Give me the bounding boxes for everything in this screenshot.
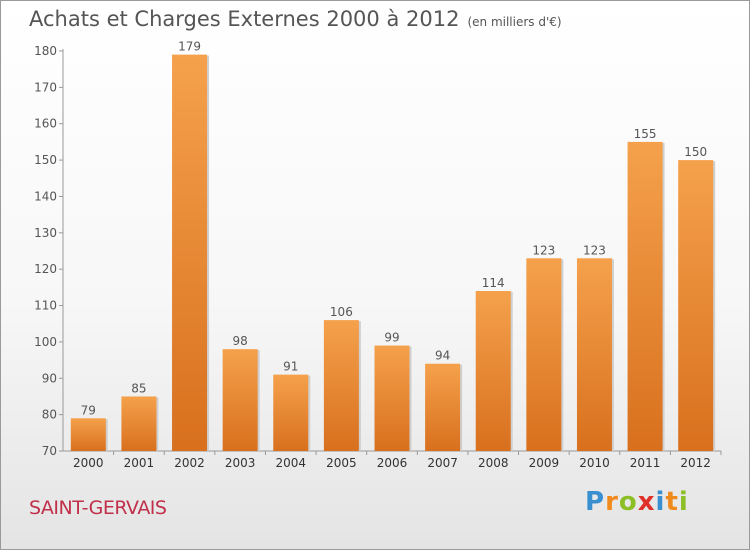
bar xyxy=(222,349,258,451)
y-tick-label: 100 xyxy=(34,335,57,349)
y-tick-label: 120 xyxy=(34,262,57,276)
logo-letter: r xyxy=(605,487,619,517)
logo-letter: x xyxy=(637,487,656,517)
bar xyxy=(425,363,461,451)
data-label: 150 xyxy=(684,145,707,159)
x-tick-label: 2010 xyxy=(579,456,610,470)
chart-subtitle: (en milliers d'€) xyxy=(467,15,562,29)
x-tick-label: 2004 xyxy=(275,456,306,470)
bar xyxy=(273,374,309,451)
data-label: 99 xyxy=(384,331,399,345)
bar xyxy=(678,160,714,451)
x-tick-label: 2009 xyxy=(529,456,560,470)
data-label: 98 xyxy=(233,334,248,348)
x-tick-label: 2003 xyxy=(225,456,256,470)
bar xyxy=(70,418,106,451)
data-label: 91 xyxy=(283,360,298,374)
bars: 79 85 179 98 91 106 99 94 114 123 123 155 150 xyxy=(70,40,716,452)
logo-letter: i xyxy=(655,487,666,517)
x-tick-label: 2012 xyxy=(680,456,711,470)
data-label: 179 xyxy=(178,40,201,54)
data-label: 155 xyxy=(634,127,657,141)
data-label: 94 xyxy=(435,349,450,363)
logo-letter: t xyxy=(665,487,679,517)
x-tick-label: 2008 xyxy=(478,456,509,470)
chart-title-text: Achats et Charges Externes 2000 à 2012 xyxy=(29,7,460,31)
logo-letter: i xyxy=(678,487,689,517)
commune-name: SAINT-GERVAIS xyxy=(29,497,167,519)
x-tick-label: 2000 xyxy=(73,456,104,470)
bar xyxy=(121,396,157,451)
axes: 70 80 90 100 110 120 130 140 150 160 170 180 2000 200… xyxy=(34,44,722,470)
logo-letter: P xyxy=(585,487,606,517)
chart-title: Achats et Charges Externes 2000 à 2012 (e… xyxy=(29,7,562,31)
data-label: 123 xyxy=(532,243,555,257)
bar xyxy=(526,258,562,451)
y-tick-label: 80 xyxy=(42,408,57,422)
bar xyxy=(374,345,410,451)
bar xyxy=(172,54,208,452)
y-tick-label: 90 xyxy=(42,371,57,385)
x-tick-label: 2007 xyxy=(427,456,458,470)
bar xyxy=(475,291,511,451)
bar xyxy=(576,258,612,451)
y-tick-label: 130 xyxy=(34,226,57,240)
y-tick-label: 160 xyxy=(34,117,57,131)
x-tick-label: 2002 xyxy=(174,456,205,470)
data-label: 106 xyxy=(330,305,353,319)
data-label: 79 xyxy=(81,403,96,417)
x-tick-label: 2001 xyxy=(124,456,155,470)
x-tick-label: 2011 xyxy=(630,456,661,470)
y-tick-label: 140 xyxy=(34,189,57,203)
y-tick-label: 180 xyxy=(34,44,57,58)
logo-letter: o xyxy=(618,487,638,517)
proxiti-logo: Proxiti xyxy=(585,487,689,517)
y-tick-label: 110 xyxy=(34,299,57,313)
data-label: 114 xyxy=(482,276,505,290)
data-label: 123 xyxy=(583,243,606,257)
y-tick-label: 150 xyxy=(34,153,57,167)
y-tick-label: 70 xyxy=(42,444,57,458)
bar xyxy=(627,141,663,451)
data-label: 85 xyxy=(131,381,146,395)
x-tick-label: 2006 xyxy=(377,456,408,470)
y-tick-label: 170 xyxy=(34,80,57,94)
x-tick-label: 2005 xyxy=(326,456,357,470)
bar xyxy=(323,320,359,451)
